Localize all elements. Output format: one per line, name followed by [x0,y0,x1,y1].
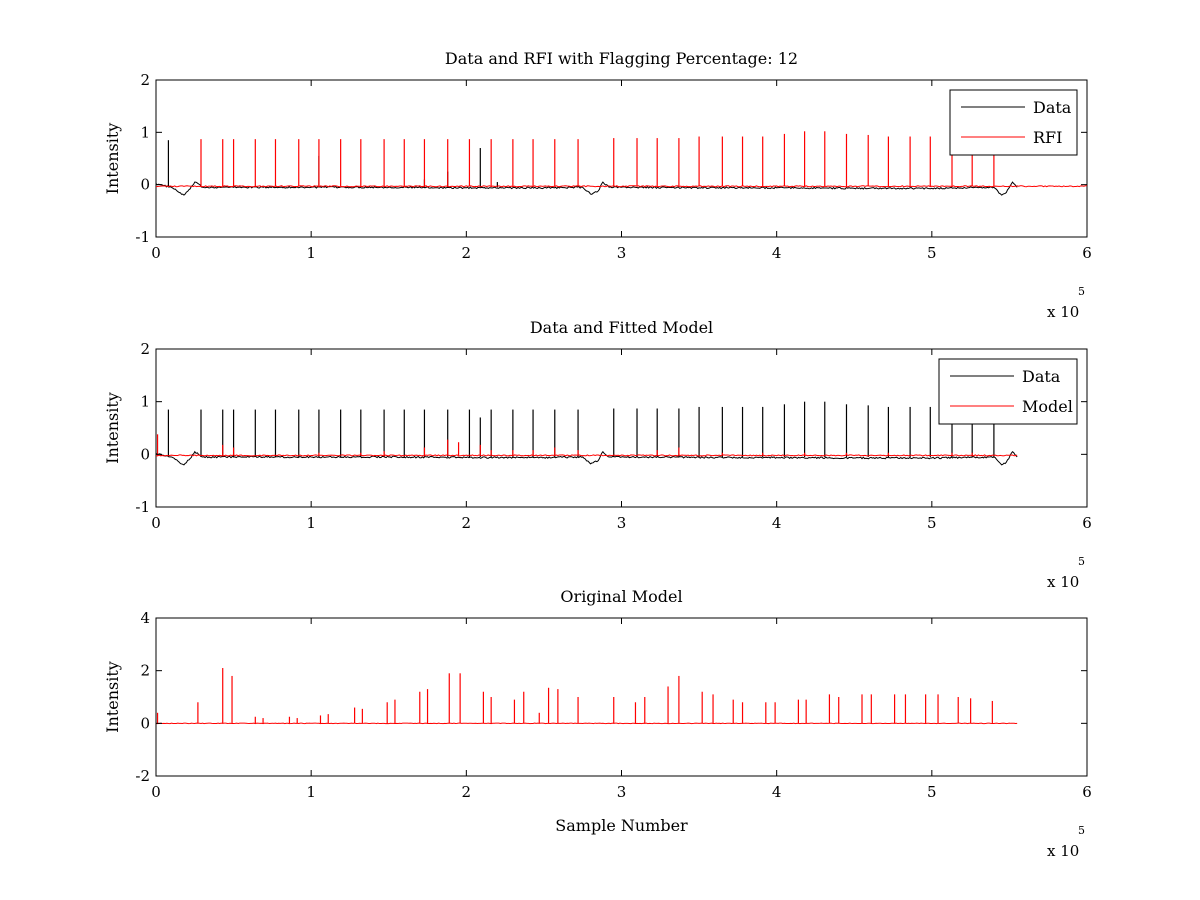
chart-title: Data and Fitted Model [530,318,713,337]
chart-title: Original Model [560,587,682,606]
x-tick-label: 6 [1082,244,1092,262]
y-axis-label: Intensity [103,661,122,733]
x-tick-label: 3 [617,244,627,262]
x-tick-label: 3 [617,783,627,801]
legend-label: Data [1033,98,1072,117]
legend-label: Model [1022,397,1073,416]
x-tick-label: 2 [462,783,472,801]
x-tick-label: 0 [151,783,161,801]
x-tick-label: 0 [151,514,161,532]
x-tick-label: 5 [927,514,937,532]
y-tick-label: 0 [140,176,150,194]
axes-frame [155,617,1088,777]
x-tick-label: 6 [1082,783,1092,801]
x-axis-label: Sample Number [555,816,688,835]
y-tick-label: 2 [140,340,150,358]
x-tick-label: 0 [151,244,161,262]
x-multiplier-exponent: 5 [1078,285,1085,298]
series-line-model [156,722,1018,725]
y-tick-label: 1 [140,123,150,141]
legend-box [949,89,1078,156]
y-tick-label: 0 [140,714,150,732]
y-tick-label: 1 [140,393,150,411]
x-tick-label: 5 [927,244,937,262]
y-axis-label: Intensity [103,392,122,464]
x-multiplier-base: x 10 [1047,303,1079,321]
legend-label: RFI [1033,128,1062,147]
x-tick-label: 1 [306,783,316,801]
legend-label: Data [1022,367,1061,386]
y-tick-label: -2 [135,767,150,785]
legend: Data RFI [949,89,1078,156]
x-tick-label: 4 [772,783,782,801]
x-tick-label: 3 [617,514,627,532]
x-multiplier-base: x 10 [1047,842,1079,860]
y-tick-label: 4 [140,609,150,627]
y-tick-label: -1 [135,228,150,246]
series-line-rfi [156,185,1087,188]
chart-title: Data and RFI with Flagging Percentage: 1… [445,49,798,68]
x-multiplier-exponent: 5 [1078,555,1085,568]
y-axis-label: Intensity [103,123,122,195]
x-tick-label: 4 [772,514,782,532]
legend: Data Model [938,358,1078,425]
x-multiplier-exponent: 5 [1078,824,1085,837]
x-multiplier-base: x 10 [1047,573,1079,591]
y-tick-label: 2 [140,662,150,680]
axes-frame [155,348,1088,508]
series-line-model [156,454,1018,457]
plot-area [156,668,1018,725]
y-tick-label: 0 [140,445,150,463]
series-line-data [156,450,1018,466]
axes-frame [155,79,1088,238]
x-tick-label: 4 [772,244,782,262]
y-tick-label: 2 [140,71,150,89]
y-tick-label: -1 [135,498,150,516]
x-tick-label: 5 [927,783,937,801]
x-tick-label: 2 [462,244,472,262]
series-line-data [156,181,1018,196]
x-tick-label: 6 [1082,514,1092,532]
plot-area [156,131,1087,196]
x-tick-label: 1 [306,244,316,262]
x-tick-label: 1 [306,514,316,532]
legend-box [938,358,1078,425]
x-tick-label: 2 [462,514,472,532]
